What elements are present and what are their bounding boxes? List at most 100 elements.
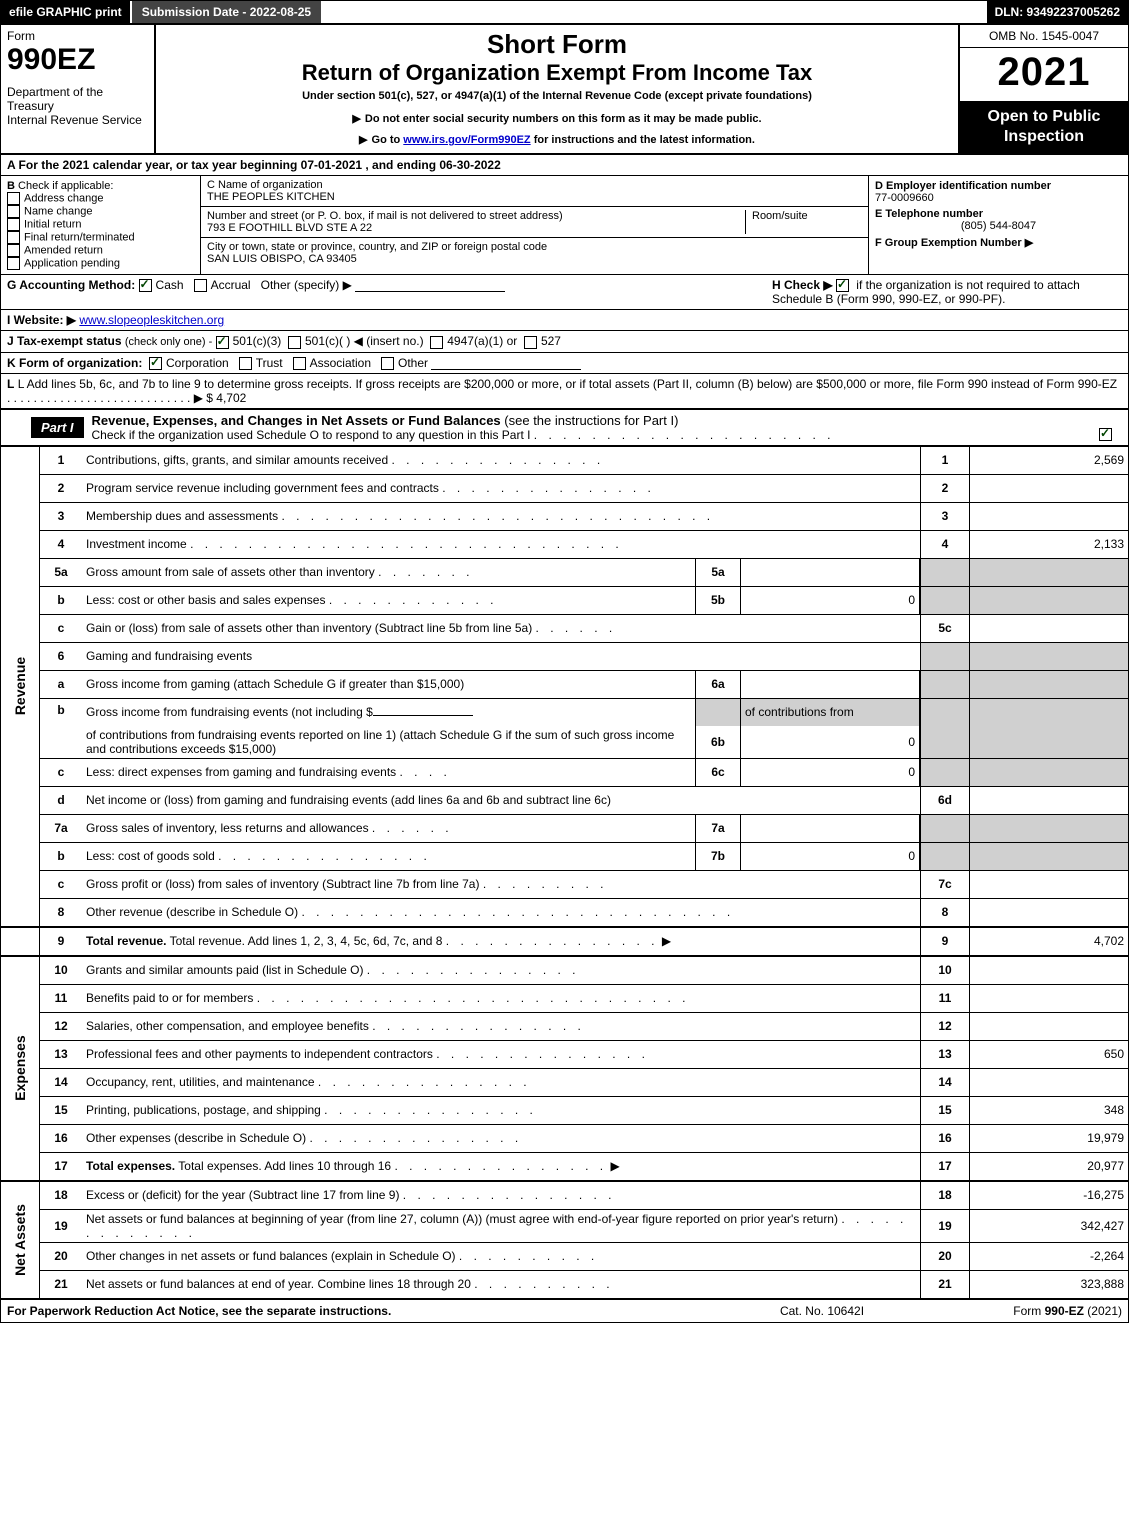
checkbox-checked-icon[interactable] <box>149 357 162 370</box>
section-a: A For the 2021 calendar year, or tax yea… <box>1 155 1128 176</box>
line16-desc: Other expenses (describe in Schedule O) … <box>82 1124 921 1152</box>
line4-val: 2,133 <box>970 530 1129 558</box>
line6a-desc: Gross income from gaming (attach Schedul… <box>82 671 696 698</box>
line5a-desc: Gross amount from sale of assets other t… <box>82 559 696 586</box>
line10-desc: Grants and similar amounts paid (list in… <box>82 956 921 985</box>
l-amount: $ 4,702 <box>206 391 246 405</box>
line6b-sub: 0 <box>741 726 920 758</box>
c-addr-row: Number and street (or P. O. box, if mail… <box>201 207 868 238</box>
section-k: K Form of organization: Corporation Trus… <box>1 353 1128 374</box>
b-item-address: Address change <box>7 192 194 205</box>
checkbox-icon[interactable] <box>381 357 394 370</box>
c-name-label: C Name of organization <box>207 179 862 191</box>
table-row: 7a Gross sales of inventory, less return… <box>1 814 1128 842</box>
line3-desc: Membership dues and assessments . . . . … <box>82 502 921 530</box>
form-number: 990EZ <box>7 43 148 77</box>
checkbox-checked-icon[interactable] <box>836 279 849 292</box>
table-row: c Gain or (loss) from sale of assets oth… <box>1 614 1128 642</box>
open-to-public: Open to Public Inspection <box>960 101 1128 153</box>
line18-val: -16,275 <box>970 1181 1129 1210</box>
table-row: 15 Printing, publications, postage, and … <box>1 1096 1128 1124</box>
table-row: 19 Net assets or fund balances at beginn… <box>1 1209 1128 1242</box>
website-link[interactable]: www.slopeopleskitchen.org <box>79 313 224 327</box>
checkbox-icon[interactable] <box>524 336 537 349</box>
efile-label: efile GRAPHIC print <box>1 1 130 23</box>
checkbox-checked-icon[interactable] <box>1099 428 1112 441</box>
checkbox-icon[interactable] <box>7 257 20 270</box>
c-addr-label: Number and street (or P. O. box, if mail… <box>207 210 745 222</box>
table-row: Expenses 10 Grants and similar amounts p… <box>1 956 1128 985</box>
part1-title: Revenue, Expenses, and Changes in Net As… <box>84 410 1128 445</box>
c-city-row: City or town, state or province, country… <box>201 238 868 268</box>
b-item-final: Final return/terminated <box>7 231 194 244</box>
part1-header: Part I Revenue, Expenses, and Changes in… <box>1 409 1128 446</box>
k-label: K Form of organization: <box>7 356 142 370</box>
line6c-sub: 0 <box>741 759 920 786</box>
table-row: 4 Investment income . . . . . . . . . . … <box>1 530 1128 558</box>
table-row: d Net income or (loss) from gaming and f… <box>1 786 1128 814</box>
checkbox-icon[interactable] <box>430 336 443 349</box>
part1-table: Revenue 1 Contributions, gifts, grants, … <box>1 446 1128 1298</box>
checkbox-icon[interactable] <box>7 231 20 244</box>
checkbox-icon[interactable] <box>7 205 20 218</box>
j-label: J Tax-exempt status <box>7 334 122 348</box>
line14-desc: Occupancy, rent, utilities, and maintena… <box>82 1068 921 1096</box>
checkbox-icon[interactable] <box>239 357 252 370</box>
section-d: D Employer identification number 77-0009… <box>868 176 1128 274</box>
table-row: 20 Other changes in net assets or fund b… <box>1 1242 1128 1270</box>
checkbox-checked-icon[interactable] <box>216 336 229 349</box>
section-b: B Check if applicable: Address change Na… <box>1 176 201 274</box>
line13-val: 650 <box>970 1040 1129 1068</box>
table-row: 2 Program service revenue including gove… <box>1 474 1128 502</box>
irs-label: Internal Revenue Service <box>7 113 148 127</box>
line9-desc: Total revenue. Total revenue. Add lines … <box>82 927 921 956</box>
header-left: Form 990EZ Department of the Treasury In… <box>1 25 156 153</box>
b-item-initial: Initial return <box>7 218 194 231</box>
table-row: 21 Net assets or fund balances at end of… <box>1 1270 1128 1298</box>
table-row: of contributions from fundraising events… <box>1 726 1128 759</box>
line5c-desc: Gain or (loss) from sale of assets other… <box>82 614 921 642</box>
k-corp: Corporation <box>166 356 229 370</box>
line7b-sub: 0 <box>741 843 920 870</box>
footer-left: For Paperwork Reduction Act Notice, see … <box>7 1304 722 1318</box>
other-specify-line <box>355 291 505 292</box>
line6d-desc: Net income or (loss) from gaming and fun… <box>82 786 921 814</box>
warning-goto: Go to www.irs.gov/Form990EZ for instruct… <box>162 133 952 146</box>
header-right: OMB No. 1545-0047 2021 Open to Public In… <box>958 25 1128 153</box>
line5b-sub: 0 <box>741 587 920 614</box>
line9-val: 4,702 <box>970 927 1129 956</box>
section-bcd: B Check if applicable: Address change Na… <box>1 176 1128 275</box>
k-trust: Trust <box>256 356 283 370</box>
section-c: C Name of organization THE PEOPLES KITCH… <box>201 176 868 274</box>
irs-link[interactable]: www.irs.gov/Form990EZ <box>403 134 530 146</box>
checkbox-icon[interactable] <box>7 218 20 231</box>
omb-number: OMB No. 1545-0047 <box>960 25 1128 48</box>
checkbox-icon[interactable] <box>293 357 306 370</box>
checkbox-icon[interactable] <box>7 192 20 205</box>
footer: For Paperwork Reduction Act Notice, see … <box>1 1298 1128 1322</box>
l-text: L Add lines 5b, 6c, and 7b to line 9 to … <box>18 377 1117 391</box>
org-address: 793 E FOOTHILL BLVD STE A 22 <box>207 222 745 234</box>
checkbox-checked-icon[interactable] <box>139 279 152 292</box>
line20-val: -2,264 <box>970 1242 1129 1270</box>
goto-suffix: for instructions and the latest informat… <box>531 134 755 146</box>
line6b-contributions: of contributions from <box>741 699 920 726</box>
line17-val: 20,977 <box>970 1152 1129 1181</box>
org-name: THE PEOPLES KITCHEN <box>207 191 862 203</box>
section-i: I Website: ▶ www.slopeopleskitchen.org <box>1 310 1128 331</box>
checkbox-icon[interactable] <box>7 244 20 257</box>
j-sub: (check only one) - <box>125 336 212 348</box>
checkbox-icon[interactable] <box>194 279 207 292</box>
checkbox-icon[interactable] <box>288 336 301 349</box>
b-check-if: Check if applicable: <box>18 180 113 192</box>
header-row: Form 990EZ Department of the Treasury In… <box>1 25 1128 155</box>
j-501c: 501(c)( ) ◀ (insert no.) <box>305 334 424 348</box>
part1-check-dots: . . . . . . . . . . . . . . . . . . . . … <box>534 428 835 442</box>
warning-ssn: Do not enter social security numbers on … <box>162 112 952 125</box>
line6a-sub <box>741 671 920 698</box>
b-item-amended: Amended return <box>7 244 194 257</box>
line12-desc: Salaries, other compensation, and employ… <box>82 1012 921 1040</box>
line6-desc: Gaming and fundraising events <box>82 642 921 670</box>
line18-desc: Excess or (deficit) for the year (Subtra… <box>82 1181 921 1210</box>
section-gh: G Accounting Method: Cash Accrual Other … <box>1 275 1128 310</box>
